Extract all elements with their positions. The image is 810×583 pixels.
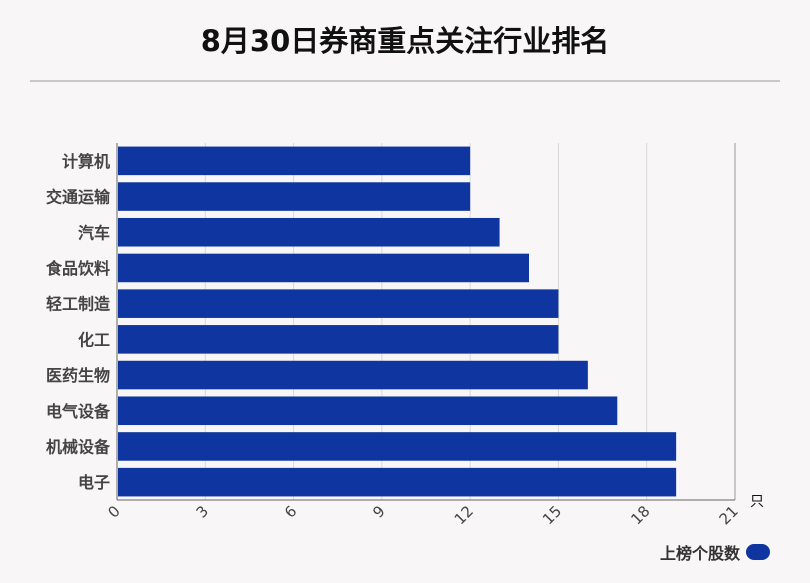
- category-label: 电子: [78, 473, 110, 492]
- category-label: 汽车: [78, 223, 110, 242]
- chart-title: 8月30日券商重点关注行业排名: [200, 24, 610, 58]
- category-label: 食品饮料: [45, 259, 110, 278]
- x-tick-labels: 0 3 6 9 12 15 18 21: [104, 502, 741, 528]
- legend-swatch: [746, 544, 770, 560]
- bar[interactable]: [118, 432, 677, 461]
- category-label: 计算机: [62, 152, 110, 171]
- category-label: 交通运输: [46, 188, 111, 207]
- bar[interactable]: [118, 217, 500, 247]
- x-tick-label: 0: [104, 502, 123, 521]
- x-tick-label: 9: [369, 502, 388, 521]
- category-label: 轻工制造: [46, 295, 111, 314]
- bar[interactable]: [118, 182, 471, 211]
- x-unit-label: 只: [750, 494, 764, 510]
- bar[interactable]: [118, 289, 559, 318]
- x-tick-label: 21: [716, 502, 742, 528]
- x-tick-label: 3: [193, 502, 212, 521]
- legend-label: 上榜个股数: [659, 544, 740, 563]
- bar[interactable]: [118, 325, 559, 354]
- x-tick-label: 12: [451, 502, 477, 528]
- bar[interactable]: [118, 396, 618, 426]
- bar[interactable]: [118, 146, 471, 176]
- category-label: 化工: [78, 330, 110, 349]
- bar[interactable]: [118, 467, 677, 497]
- category-label: 医药生物: [46, 366, 110, 385]
- bar[interactable]: [118, 253, 529, 283]
- x-tick-label: 6: [281, 502, 300, 521]
- legend[interactable]: 上榜个股数: [660, 540, 770, 564]
- category-label: 电气设备: [46, 402, 111, 421]
- category-label: 机械设备: [46, 437, 111, 456]
- x-tick-label: 18: [627, 502, 653, 528]
- x-tick-label: 15: [539, 502, 565, 528]
- bars: [118, 146, 677, 497]
- bar[interactable]: [118, 360, 588, 390]
- title-divider: [30, 80, 780, 82]
